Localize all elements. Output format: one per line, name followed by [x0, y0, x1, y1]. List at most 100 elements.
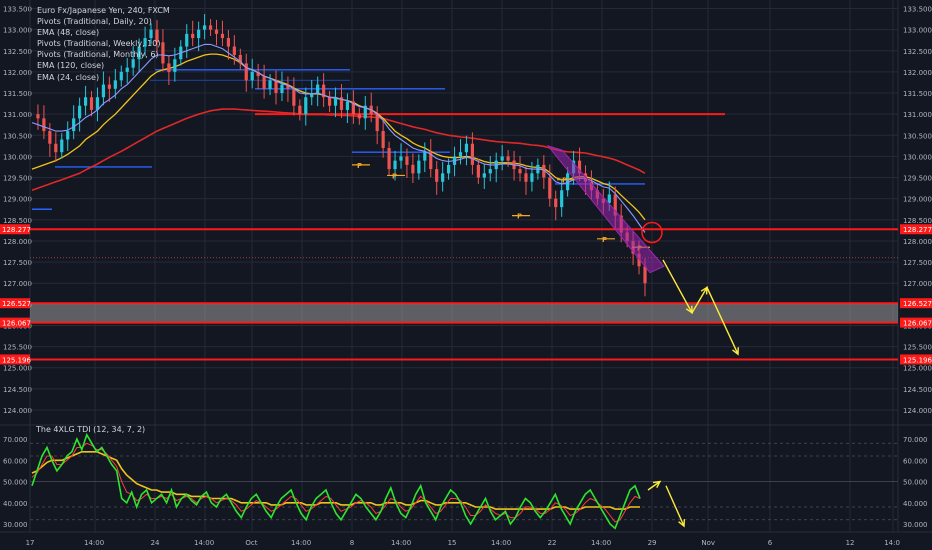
level-tag-right-text: 128.277	[903, 226, 932, 234]
candle-body	[566, 173, 570, 191]
price-axis-label-right: 125.500	[903, 344, 932, 352]
tdi-projection-up	[647, 480, 661, 491]
candle-body	[250, 71, 254, 81]
candle-body	[185, 33, 189, 47]
price-axis-label-left: 127.000	[3, 280, 32, 288]
projection-arrowhead	[732, 347, 739, 356]
tdi-projection-arrowhead	[652, 480, 662, 489]
candle-body	[405, 156, 409, 165]
candle-body	[78, 105, 82, 119]
price-axis-label-left: 128.000	[3, 238, 32, 246]
candle-body	[339, 97, 344, 110]
price-axis-label-right: 133.000	[903, 27, 932, 35]
price-axis-label-right: 125.000	[903, 365, 932, 373]
tdi-yellow-line	[31, 450, 640, 510]
candle-body	[167, 63, 171, 72]
time-axis-tick-label: 14:00	[591, 539, 611, 547]
price-axis-label-left: 132.500	[3, 48, 32, 56]
descending-channel	[546, 144, 665, 274]
candle-body	[411, 164, 415, 174]
candle-body	[214, 29, 219, 34]
candle-body	[262, 76, 266, 89]
candle-body	[470, 143, 475, 165]
price-axis-label-left: 130.500	[3, 132, 32, 140]
candle-body	[298, 105, 302, 115]
candle-body	[292, 88, 296, 106]
price-axis-label-right: 133.500	[903, 6, 932, 14]
candle-body	[387, 147, 391, 170]
level-tag-left	[0, 224, 30, 235]
candle-body	[119, 71, 123, 81]
candle-body	[143, 38, 147, 47]
price-axis-label-left: 132.000	[3, 69, 32, 77]
time-axis-tick-label: 22	[548, 539, 557, 547]
breakout-circle	[641, 221, 663, 244]
candle-body	[542, 164, 546, 178]
time-axis-tick-label: 14:00	[391, 539, 411, 547]
level-tag-left	[0, 298, 30, 309]
projection-path	[662, 259, 739, 355]
daily-pivot-marker: P	[517, 213, 522, 221]
price-axis-label-left: 131.000	[3, 111, 32, 119]
price-axis-label-left: 130.000	[3, 153, 32, 161]
price-axis-label-left: 125.000	[3, 365, 32, 373]
candle-body	[155, 29, 159, 43]
price-axis-label-right: 128.500	[903, 217, 932, 225]
ema120-line	[31, 108, 646, 191]
candle-body	[464, 143, 469, 153]
price-axis-label-left: 129.500	[3, 175, 32, 183]
candle-body	[447, 164, 451, 174]
candle-body	[345, 101, 350, 110]
support-zone	[30, 303, 898, 323]
candle-body	[66, 131, 70, 140]
tdi-axis-label-right: 50.000	[903, 479, 928, 487]
candle-body	[333, 97, 338, 106]
time-axis-tick-label: 17	[26, 539, 35, 547]
candle-body	[429, 152, 433, 170]
candle-body	[322, 84, 326, 98]
projection-arrowhead	[685, 305, 693, 315]
price-axis-label-right: 127.500	[903, 259, 932, 267]
time-axis-tick-label: 15	[448, 539, 457, 547]
tdi-projection-arrowhead	[678, 519, 686, 528]
price-axis-label-right: 129.000	[903, 196, 932, 204]
candle-body	[286, 84, 290, 89]
candle-body	[95, 97, 100, 110]
level-tag-right-text: 125.196	[903, 356, 932, 364]
price-axis-label-left: 133.000	[3, 27, 32, 35]
legend-indicator: Pivots (Traditional, Weekly, 10)	[37, 39, 161, 49]
candle-body	[506, 156, 510, 161]
price-axis-label-right: 130.000	[903, 153, 932, 161]
legend-indicator: EMA (120, close)	[37, 61, 105, 71]
candle-body	[482, 173, 486, 178]
level-tag-left-text: 125.196	[2, 356, 31, 364]
candle-body	[524, 173, 528, 182]
time-axis-tick-label: Oct	[245, 539, 257, 547]
candle-body	[149, 29, 153, 39]
candle-body	[274, 80, 278, 94]
tdi-axis-label-left: 60.000	[3, 457, 28, 465]
candle-body	[351, 101, 355, 115]
price-axis-label-right: 131.500	[903, 90, 932, 98]
candle-body	[256, 71, 260, 77]
time-axis-tick-label: 12	[846, 539, 855, 547]
candle-body	[381, 131, 385, 148]
level-tag-left-text: 128.277	[2, 226, 31, 234]
level-tag-left-text: 126.527	[2, 300, 31, 308]
candle-body	[500, 156, 504, 161]
candle-body	[131, 59, 135, 68]
candle-body	[327, 97, 332, 106]
level-tag-right	[900, 224, 932, 235]
price-axis-label-right: 131.000	[903, 111, 932, 119]
legend-symbol: Euro Fx/Japanese Yen, 240, FXCM	[37, 6, 170, 15]
candle-body	[393, 160, 397, 170]
tdi-title: The 4XLG TDI (12, 34, 7, 2)	[36, 425, 146, 434]
candle-body	[83, 97, 88, 106]
level-tag-right-text: 126.067	[903, 320, 932, 328]
tdi-axis-label-right: 60.000	[903, 457, 928, 465]
daily-pivot-marker: P	[602, 236, 607, 244]
price-axis-label-right: 129.500	[903, 175, 932, 183]
candle-body	[113, 80, 117, 89]
candle-body	[423, 152, 427, 161]
